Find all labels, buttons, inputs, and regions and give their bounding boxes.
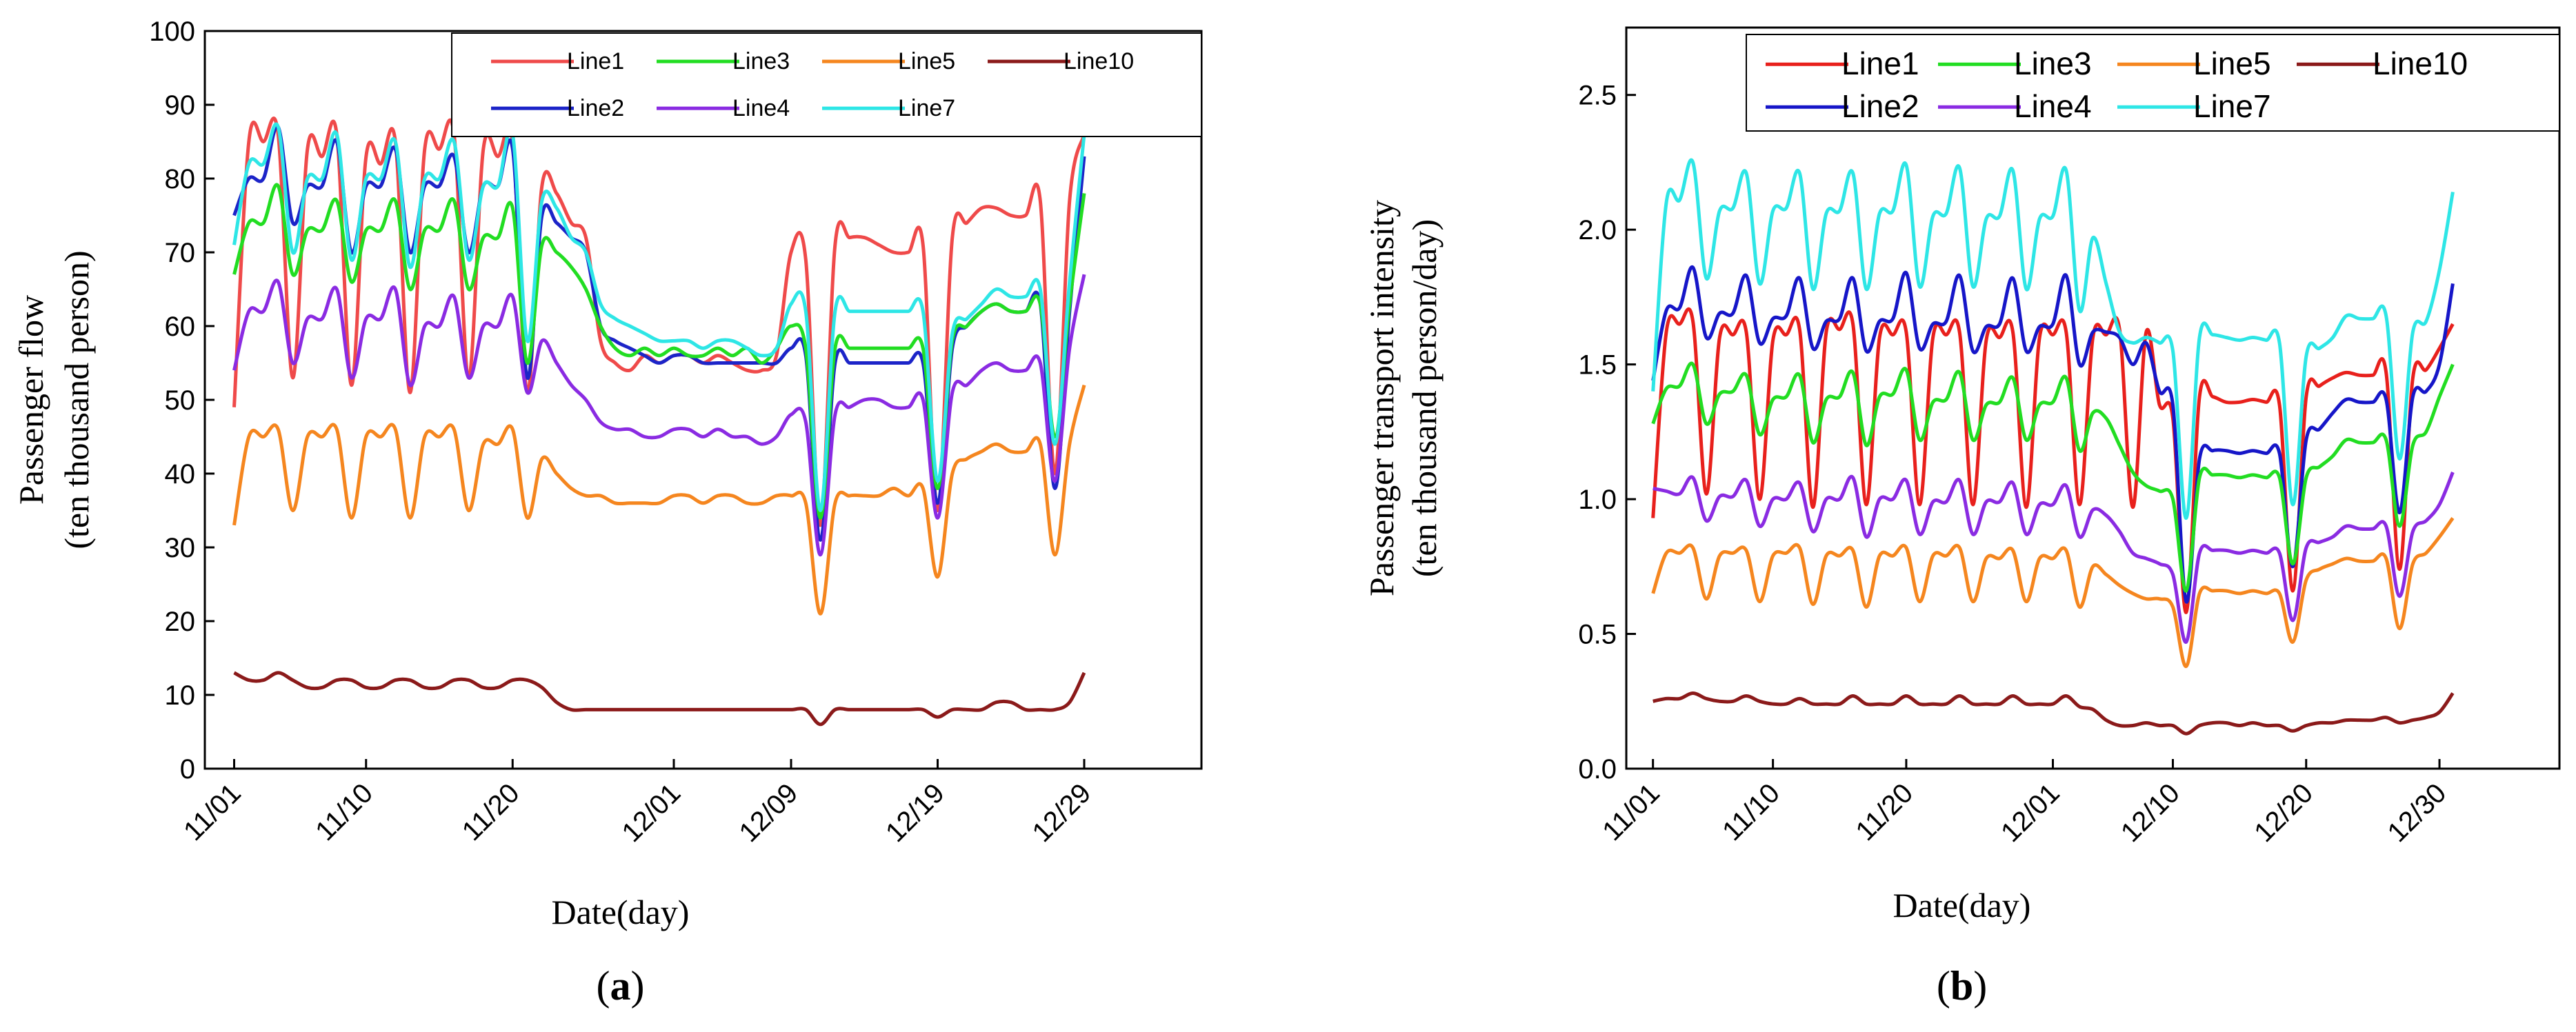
y-axis-title-line: (ten thousand person/day)	[1405, 219, 1444, 577]
series-line-line2	[1651, 265, 2455, 604]
y-tick-label: 60	[165, 312, 196, 342]
legend-label-line3: Line3	[2014, 45, 2092, 81]
legend-label-line7: Line7	[2193, 88, 2271, 124]
legend-box	[1746, 34, 2560, 132]
legend-label-line10: Line10	[2373, 45, 2468, 81]
legend-label-line7: Line7	[898, 95, 955, 121]
series-line-line4	[232, 274, 1086, 557]
legend-label-line1: Line1	[567, 48, 624, 74]
legend-label-line4: Line4	[732, 95, 790, 121]
x-tick-label: 11/20	[457, 778, 526, 847]
x-tick-label: 12/19	[880, 778, 950, 848]
x-tick-label: 12/20	[2248, 778, 2319, 848]
panel-label-part: (	[1937, 963, 1950, 1009]
legend-label-line4: Line4	[2014, 88, 2092, 124]
legend-label-line2: Line2	[1841, 88, 1919, 124]
y-tick-label: 2.5	[1578, 81, 1617, 111]
legend-label-line2: Line2	[567, 95, 624, 121]
x-axis-title: Date(day)	[552, 893, 690, 931]
panel-label-part: b	[1950, 963, 1973, 1009]
series-line-line7	[1651, 158, 2455, 520]
y-tick-label: 0.5	[1578, 620, 1617, 650]
series-line-line10	[233, 671, 1086, 727]
panel-label: (b)	[1937, 963, 1987, 1009]
x-tick-label: 11/10	[310, 778, 379, 847]
x-tick-label: 12/10	[2115, 778, 2186, 848]
y-tick-label: 1.5	[1578, 350, 1617, 381]
y-tick-label: 80	[165, 164, 196, 194]
panel-label-part: a	[610, 963, 631, 1009]
panel-label: (a)	[597, 963, 645, 1009]
panel-label-part: )	[1973, 963, 1987, 1009]
y-tick-label: 0.0	[1578, 754, 1617, 785]
legend-label-line1: Line1	[1841, 45, 1919, 81]
y-axis-title-line: Passenger transport intensity	[1362, 200, 1401, 596]
x-tick-label: 12/01	[616, 778, 686, 848]
series-line-line5	[232, 385, 1086, 616]
x-tick-label: 12/29	[1026, 778, 1097, 848]
panel-label-part: (	[597, 963, 610, 1009]
panel-b: 0.0 0.5 1.0 1.5 2.0 2.5 11/01 11/10 11/20 12/01 12…	[1362, 26, 2561, 1009]
x-tick-label: 12/30	[2382, 778, 2453, 848]
y-tick-label: 20	[165, 607, 196, 637]
y-axis-title-line: (ten thousand person)	[57, 250, 96, 549]
x-axis-title: Date(day)	[1893, 886, 2031, 924]
series-line-line7	[232, 122, 1086, 512]
series-line-line10	[1653, 691, 2455, 736]
x-tick-label: 11/01	[178, 778, 247, 847]
y-tick-label: 30	[165, 533, 196, 563]
y-tick-label: 90	[165, 90, 196, 121]
panel-a: 0 10 20 30 40 50 60 70 80 90 100 11/01 11/10 11/20 12/…	[12, 17, 1203, 1009]
y-tick-label: 100	[149, 17, 195, 47]
legend-label-line10: Line10	[1064, 48, 1134, 74]
series-group	[232, 117, 1086, 727]
panel-label-part: )	[631, 963, 645, 1009]
x-tick-label: 11/20	[1850, 778, 1919, 847]
y-tick-label: 1.0	[1578, 485, 1617, 515]
series-line-line3	[1651, 361, 2455, 593]
x-tick-label: 11/10	[1717, 778, 1786, 847]
y-axis-title-line: Passenger flow	[12, 295, 50, 505]
legend-label-line3: Line3	[732, 48, 790, 74]
y-tick-label: 2.0	[1578, 215, 1617, 245]
series-line-line4	[1653, 472, 2455, 644]
y-tick-label: 10	[165, 680, 196, 711]
legend-box	[451, 32, 1202, 137]
y-tick-label: 0	[180, 754, 195, 785]
y-tick-label: 70	[165, 238, 196, 268]
plot-frame	[203, 30, 1203, 770]
x-tick-label: 12/01	[1995, 778, 2066, 848]
series-group	[1651, 158, 2455, 736]
y-tick-label: 40	[165, 459, 196, 489]
x-tick-label: 12/09	[733, 778, 803, 848]
series-line-line1	[1651, 307, 2455, 614]
plot-frame	[1625, 26, 2561, 770]
legend-label-line5: Line5	[2193, 45, 2271, 81]
series-line-line5	[1651, 517, 2455, 669]
legend-label-line5: Line5	[898, 48, 955, 74]
y-tick-label: 50	[165, 385, 196, 416]
x-tick-label: 11/01	[1597, 778, 1666, 847]
